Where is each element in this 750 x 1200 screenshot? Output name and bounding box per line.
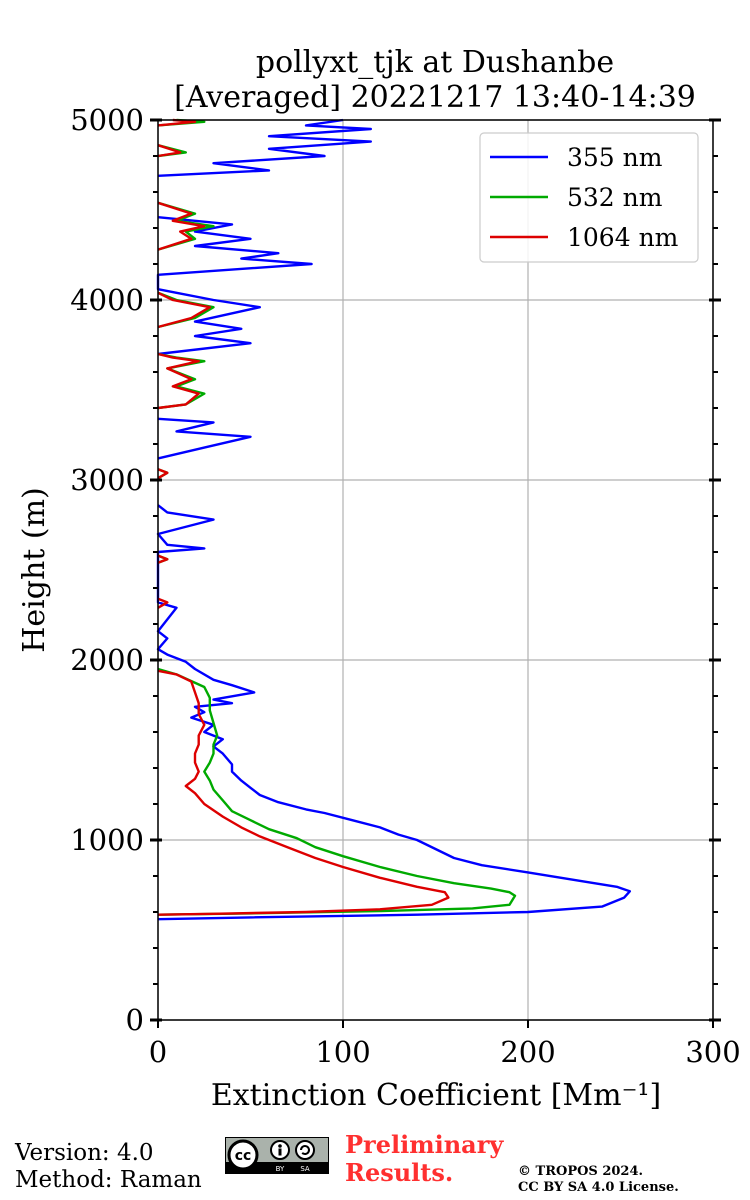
copyright-notice: © TROPOS 2024. CC BY SA 4.0 License. [518, 1164, 679, 1196]
plot-frame [157, 119, 714, 1021]
legend-label-1: 532 nm [567, 183, 663, 212]
legend-label-0: 355 nm [567, 143, 663, 172]
x-tick-label: 100 [315, 1035, 370, 1069]
legend: 355 nm 532 nm 1064 nm [479, 132, 699, 263]
y-tick-label: 0 [126, 1003, 144, 1037]
y-tick-label: 2000 [70, 643, 144, 677]
series-layer [156, 118, 631, 921]
chart-title: pollyxt_tjk at Dushanbe [256, 45, 614, 80]
chart-subtitle: [Averaged] 20221217 13:40-14:39 [174, 80, 696, 115]
version-text: Version: 4.0 [15, 1140, 154, 1166]
y-axis-label: Height (m) [17, 487, 52, 652]
x-tick-label: 300 [685, 1035, 740, 1069]
x-axis-label: Extinction Coefficient [Mm⁻¹] [211, 1078, 661, 1113]
svg-text:cc: cc [235, 1148, 252, 1164]
svg-text:BY: BY [276, 1165, 285, 1173]
y-tick-label: 5000 [70, 103, 144, 137]
y-tick-label: 3000 [70, 463, 144, 497]
method-text: Method: Raman [15, 1167, 202, 1193]
preliminary-notice: Preliminary Results. [345, 1131, 503, 1187]
cc-by-sa-badge-icon: cc BY SA [225, 1137, 329, 1174]
y-tick-label: 4000 [70, 283, 144, 317]
legend-box [479, 132, 699, 263]
copyright-line-1: © TROPOS 2024. [518, 1164, 644, 1179]
copyright-line-2: CC BY SA 4.0 License. [518, 1180, 679, 1195]
x-tick-label: 0 [149, 1035, 167, 1069]
series-line-1 [157, 118, 517, 916]
svg-text:SA: SA [300, 1165, 310, 1173]
preliminary-line-2: Results. [345, 1158, 454, 1187]
series-line-2 [157, 118, 450, 916]
y-tick-label: 1000 [70, 823, 144, 857]
preliminary-line-1: Preliminary [345, 1130, 504, 1159]
legend-label-2: 1064 nm [567, 223, 679, 252]
x-tick-label: 200 [500, 1035, 555, 1069]
